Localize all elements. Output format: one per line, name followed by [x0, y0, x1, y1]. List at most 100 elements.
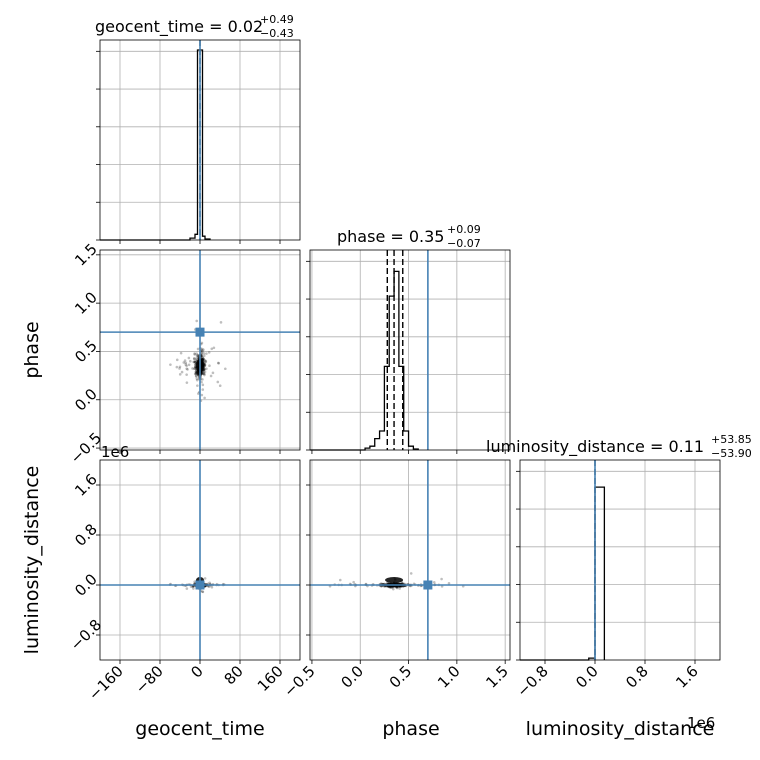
- sample-point: [395, 585, 398, 589]
- panel-frame: [519, 459, 721, 661]
- sample-point: [398, 587, 401, 590]
- sample-point: [185, 381, 189, 384]
- sample-point: [195, 319, 199, 323]
- sample-point: [388, 586, 392, 589]
- sample-point: [194, 360, 197, 364]
- sample-point: [203, 370, 207, 374]
- gridlines: [520, 460, 720, 660]
- scatter-panel-phase-vs-geocent_time: −0.50.00.51.01.5: [67, 240, 301, 467]
- density-core: [385, 577, 404, 583]
- sample-point: [193, 365, 197, 369]
- sample-point: [447, 582, 451, 585]
- sample-point: [193, 361, 197, 364]
- ytick-label-luminosity_distance: 0.8: [71, 520, 101, 550]
- sample-point: [192, 357, 196, 361]
- sample-point: [211, 371, 215, 375]
- sample-point: [203, 358, 207, 362]
- sample-point: [203, 362, 207, 366]
- sample-point: [387, 585, 390, 589]
- sample-point: [195, 377, 199, 380]
- sample-point: [383, 585, 386, 588]
- hist-panel-phase: [306, 249, 511, 454]
- sample-point: [201, 350, 204, 353]
- sample-point: [217, 361, 220, 365]
- sample-point: [212, 346, 216, 350]
- sample-point: [385, 581, 389, 585]
- sample-point: [193, 367, 197, 370]
- xtick-label-geocent_time: 0: [187, 662, 206, 681]
- title-geocent_time: geocent_time = 0.02: [95, 17, 263, 37]
- sample-point: [196, 384, 199, 387]
- sample-point: [338, 578, 342, 582]
- title-phase: phase = 0.35: [337, 227, 444, 246]
- sample-point: [185, 587, 189, 590]
- sample-point: [204, 360, 208, 364]
- xtick-label-geocent_time: −160: [85, 662, 127, 704]
- sample-point: [185, 373, 188, 376]
- xtick-label-phase: 1.0: [434, 662, 464, 692]
- sample-point: [224, 367, 227, 371]
- xtick-label-phase: 0.5: [386, 662, 416, 692]
- sample-point: [210, 585, 214, 589]
- histogram-phase: [310, 270, 419, 451]
- sample-point: [207, 585, 211, 588]
- sample-point: [184, 363, 188, 366]
- panel-frame: [309, 459, 511, 661]
- sample-point: [197, 392, 200, 395]
- sample-point: [189, 359, 192, 363]
- sample-point: [388, 585, 391, 588]
- sample-point: [217, 361, 220, 365]
- xtick-label-luminosity_distance: 0.8: [622, 662, 652, 692]
- sample-point: [178, 367, 181, 370]
- sample-point: [395, 586, 399, 590]
- sample-point: [440, 577, 443, 581]
- sample-point: [193, 580, 196, 583]
- truth-marker: [195, 580, 205, 590]
- sample-point: [178, 365, 182, 369]
- sample-point: [203, 396, 206, 400]
- sample-point: [185, 364, 188, 368]
- ytick-label-phase: 1.5: [71, 240, 101, 270]
- sample-point: [200, 352, 204, 356]
- sample-point: [180, 370, 184, 374]
- sample-point: [399, 585, 403, 588]
- sample-point: [203, 364, 206, 368]
- sample-point: [201, 378, 204, 381]
- hist-panel-geocent_time: [96, 39, 301, 244]
- xtick-label-luminosity_distance: −0.8: [513, 662, 551, 700]
- sample-point: [194, 357, 198, 360]
- sample-point: [397, 585, 401, 588]
- sample-point: [169, 363, 172, 366]
- sample-point: [200, 372, 203, 376]
- sample-point: [194, 372, 198, 376]
- sample-point: [201, 590, 204, 593]
- sample-point: [194, 360, 197, 364]
- ytick-label-phase: 1.0: [71, 288, 101, 318]
- sample-point: [352, 580, 355, 584]
- sample-point: [179, 351, 183, 355]
- sample-point: [389, 585, 393, 589]
- sample-point: [175, 358, 179, 362]
- offset-label-x: 1e6: [687, 714, 715, 732]
- sample-point: [200, 393, 204, 397]
- sample-point: [196, 372, 200, 376]
- sample-point: [200, 380, 203, 384]
- sample-point: [202, 357, 205, 361]
- sample-point: [191, 585, 194, 588]
- sample-point: [389, 585, 392, 589]
- sample-point: [216, 380, 220, 384]
- sample-point: [192, 360, 196, 364]
- ylabel-phase: phase: [21, 321, 43, 378]
- sample-point: [189, 585, 193, 588]
- sample-point: [196, 372, 200, 376]
- sample-point: [389, 585, 392, 588]
- sample-point: [387, 582, 391, 585]
- sample-point: [193, 353, 197, 356]
- sample-point: [175, 365, 179, 369]
- sample-point: [207, 351, 211, 354]
- ytick-label-phase: 0.0: [71, 385, 101, 415]
- sample-point: [391, 585, 394, 589]
- title-geocent_time-plus: +0.49: [260, 13, 294, 26]
- sample-point: [201, 349, 204, 353]
